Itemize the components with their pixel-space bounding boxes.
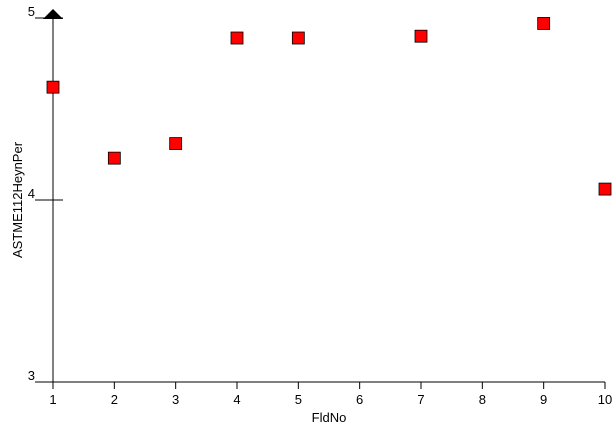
y-ticks: 3 4 5: [28, 4, 63, 383]
x-tick-label: 7: [417, 392, 424, 407]
x-tick-label: 6: [356, 392, 363, 407]
data-point: [537, 17, 551, 30]
x-tick-label: 2: [111, 392, 118, 407]
x-ticks: 1 2 3 4 5 6 7 8 9 10: [49, 382, 612, 407]
axes: [43, 9, 605, 383]
y-tick-label: 3: [28, 368, 35, 383]
data-point: [414, 29, 428, 43]
x-tick-label: 3: [172, 392, 179, 407]
x-axis-title: FldNo: [312, 410, 347, 425]
data-point: [169, 137, 183, 150]
y-axis-arrow-icon: [43, 9, 63, 19]
y-tick-label: 5: [28, 4, 35, 19]
x-tick-label: 1: [49, 392, 56, 407]
data-point: [107, 151, 121, 165]
data-point: [598, 182, 612, 196]
data-point: [230, 31, 244, 45]
data-points: [46, 17, 612, 196]
x-tick-label: 5: [295, 392, 302, 407]
y-axis-title: ASTME112HeynPer: [10, 141, 25, 258]
x-tick-label: 8: [479, 392, 486, 407]
x-tick-label: 9: [540, 392, 547, 407]
data-point: [46, 80, 60, 94]
y-tick-label: 4: [28, 186, 35, 201]
x-tick-label: 4: [233, 392, 240, 407]
data-point: [291, 31, 305, 45]
x-tick-label: 10: [598, 392, 612, 407]
